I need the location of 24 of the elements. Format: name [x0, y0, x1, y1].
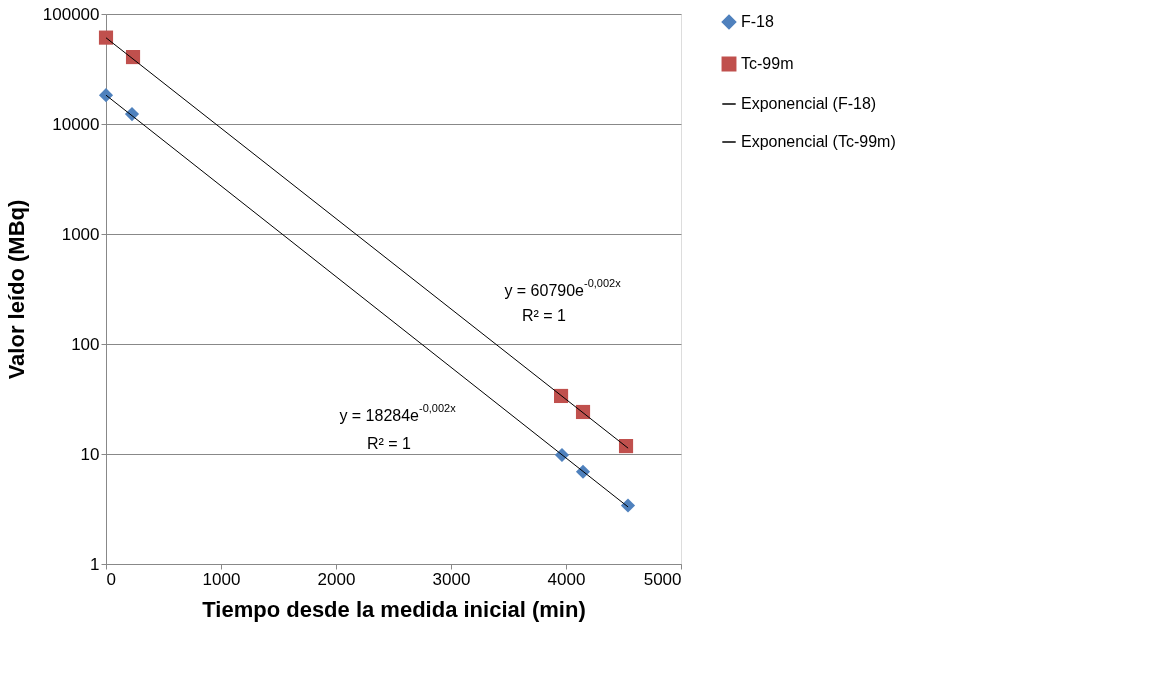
annotation: R² = 1: [366, 435, 412, 452]
y-tick-label: 10: [80, 444, 100, 464]
y-tick-label: 10000: [52, 114, 100, 134]
x-tick-label: 3000: [432, 569, 471, 589]
x-axis-title: Tiempo desde la medida inicial (min): [202, 596, 586, 622]
point: [618, 439, 634, 454]
legend-label: Exponencial (Tc-99m): [741, 133, 896, 150]
x-tick-label: 1000: [202, 569, 241, 589]
legend-label: Exponencial (F-18): [741, 95, 877, 112]
point: [98, 30, 114, 45]
y-tick-label: 1: [90, 554, 100, 574]
point: [620, 498, 636, 513]
x-tick-label: 5000: [643, 569, 682, 589]
annotation: R² = 1: [521, 307, 567, 324]
y-tick-label: 100: [71, 334, 100, 354]
x-tick-label: 4000: [547, 569, 586, 589]
x-tick-label: 2000: [317, 569, 356, 589]
y-tick-label: 100000: [42, 4, 100, 24]
y-tick-label: 1000: [61, 224, 100, 244]
x-tick-label: 0: [106, 569, 116, 589]
point: [98, 88, 114, 103]
legend-label: Tc-99m: [741, 55, 794, 72]
y-axis-title: Valor leído (MBq): [3, 199, 29, 380]
legend-label: F-18: [741, 13, 774, 30]
